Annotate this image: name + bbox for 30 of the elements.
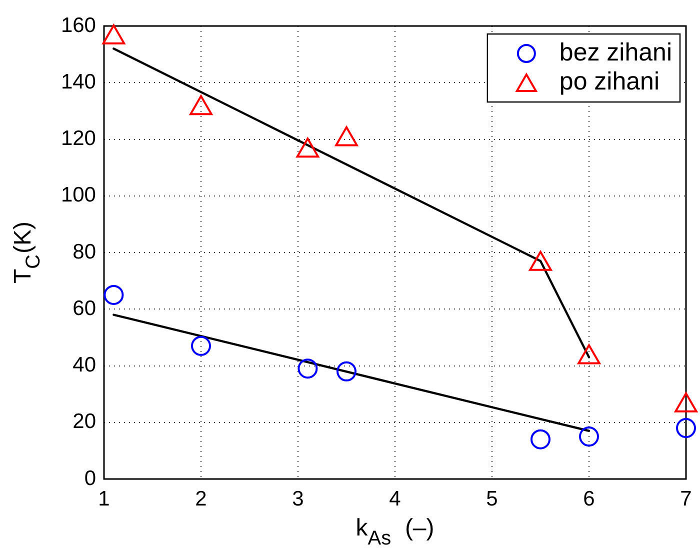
y-tick-label: 20 bbox=[72, 410, 96, 434]
x-tick-label: 4 bbox=[389, 487, 402, 510]
y-tick-label: 40 bbox=[72, 354, 96, 377]
y-tick-label: 80 bbox=[72, 240, 96, 264]
x-tick-label: 5 bbox=[486, 487, 498, 510]
point bbox=[191, 336, 211, 356]
y-tick-label: 140 bbox=[60, 70, 96, 94]
point bbox=[296, 138, 320, 158]
point bbox=[298, 358, 318, 379]
x-tick-label: 7 bbox=[680, 487, 692, 510]
point bbox=[335, 126, 358, 146]
y-tick-label: 100 bbox=[60, 184, 96, 207]
legend-label: bez zihani bbox=[559, 38, 672, 66]
legend-label: po zihani bbox=[559, 67, 660, 96]
x-tick-label: 2 bbox=[195, 487, 207, 510]
x-tick-label: 6 bbox=[583, 487, 595, 510]
point bbox=[530, 429, 550, 450]
point bbox=[190, 95, 212, 116]
point bbox=[676, 418, 696, 438]
y-tick-label: 120 bbox=[60, 127, 96, 150]
point bbox=[579, 426, 599, 447]
y-tick-label: 60 bbox=[72, 296, 96, 320]
y-tick-label: 160 bbox=[60, 14, 96, 37]
x-tick-label: 3 bbox=[292, 487, 304, 510]
y-axis-title: TC(K) bbox=[10, 221, 45, 284]
point bbox=[102, 24, 126, 44]
point bbox=[336, 361, 356, 382]
y-tick-label: 0 bbox=[84, 466, 96, 490]
x-tick-label: 1 bbox=[98, 487, 110, 510]
point bbox=[104, 284, 124, 305]
